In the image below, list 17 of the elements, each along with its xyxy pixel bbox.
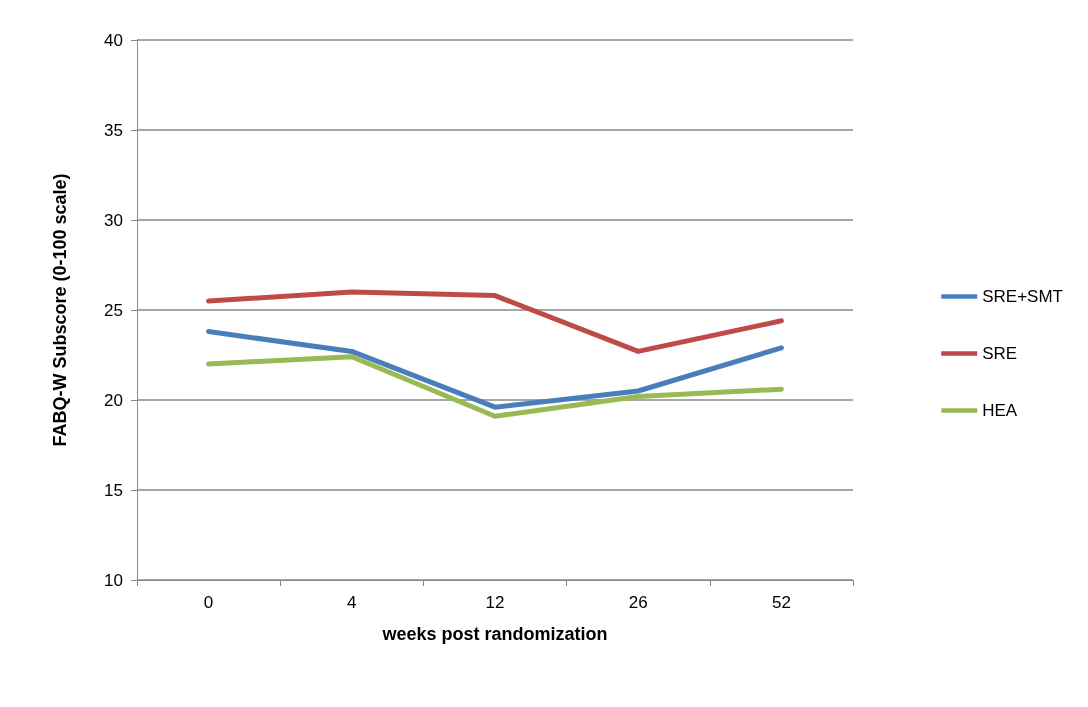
x-tick-label: 4 — [347, 593, 357, 612]
y-tick-label: 15 — [104, 480, 123, 500]
x-axis-title: weeks post randomization — [381, 624, 608, 644]
x-tick-label: 52 — [771, 593, 791, 612]
y-tick-label: 40 — [104, 30, 123, 50]
y-tick-label: 10 — [104, 570, 123, 590]
legend-label: SRE — [982, 344, 1018, 363]
x-tick-label: 12 — [485, 593, 505, 612]
y-tick-label: 25 — [104, 300, 123, 320]
y-tick-label: 35 — [104, 120, 123, 140]
legend-label: SRE+SMT — [982, 287, 1064, 306]
y-tick-label: 30 — [104, 210, 123, 230]
y-tick-label: 20 — [104, 390, 123, 410]
legend-label: HEA — [982, 401, 1018, 420]
y-axis-title: FABQ-W Subscore (0-100 scale) — [50, 173, 70, 447]
x-tick-label: 26 — [628, 593, 648, 612]
x-tick-label: 0 — [203, 593, 214, 612]
